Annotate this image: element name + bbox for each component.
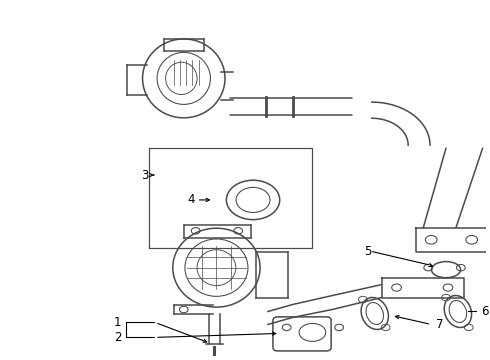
Text: 2: 2 xyxy=(114,331,122,344)
Text: 5: 5 xyxy=(365,245,372,258)
Text: 6: 6 xyxy=(481,305,488,318)
Text: 7: 7 xyxy=(436,318,443,331)
Text: 1: 1 xyxy=(114,316,122,329)
Text: 4: 4 xyxy=(187,193,195,206)
Text: 3: 3 xyxy=(141,168,148,181)
